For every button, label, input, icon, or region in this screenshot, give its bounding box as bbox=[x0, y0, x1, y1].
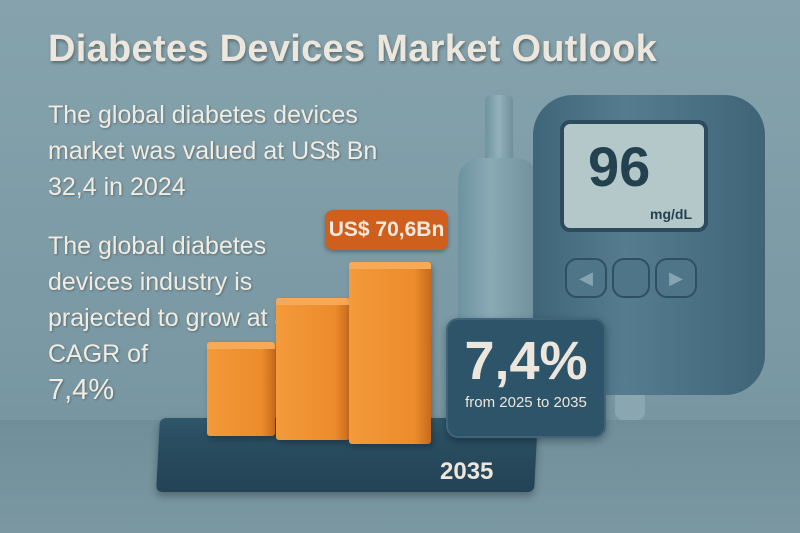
page-title: Diabetes Devices Market Outlook bbox=[48, 28, 658, 70]
meter-right-button: ▶ bbox=[655, 258, 697, 298]
growth-cagr-value: 7,4% bbox=[48, 374, 115, 406]
growth-text: The global diabetes devices industry is … bbox=[48, 228, 308, 409]
meter-screen: 96 mg/dL bbox=[560, 120, 708, 232]
bar-3 bbox=[349, 262, 431, 444]
cagr-period: from 2025 to 2035 bbox=[465, 394, 587, 411]
lancet-pen-cap bbox=[485, 95, 513, 170]
meter-center-button bbox=[612, 258, 650, 298]
base-year: 2035 bbox=[440, 458, 494, 485]
meter-left-button: ◀ bbox=[565, 258, 607, 298]
growth-text-body: The global diabetes devices industry is … bbox=[48, 232, 289, 368]
bar-2 bbox=[276, 298, 350, 440]
glucose-reading: 96 bbox=[588, 135, 651, 198]
market-value-text: The global diabetes devices market was v… bbox=[48, 101, 378, 201]
glucose-unit: mg/dL bbox=[650, 206, 692, 222]
bar-1 bbox=[207, 342, 275, 436]
cagr-value: 7,4% bbox=[464, 331, 588, 391]
bar-value-label: US$ 70,6Bn bbox=[325, 210, 448, 250]
cagr-card: 7,4% from 2025 to 2035 bbox=[446, 318, 606, 438]
